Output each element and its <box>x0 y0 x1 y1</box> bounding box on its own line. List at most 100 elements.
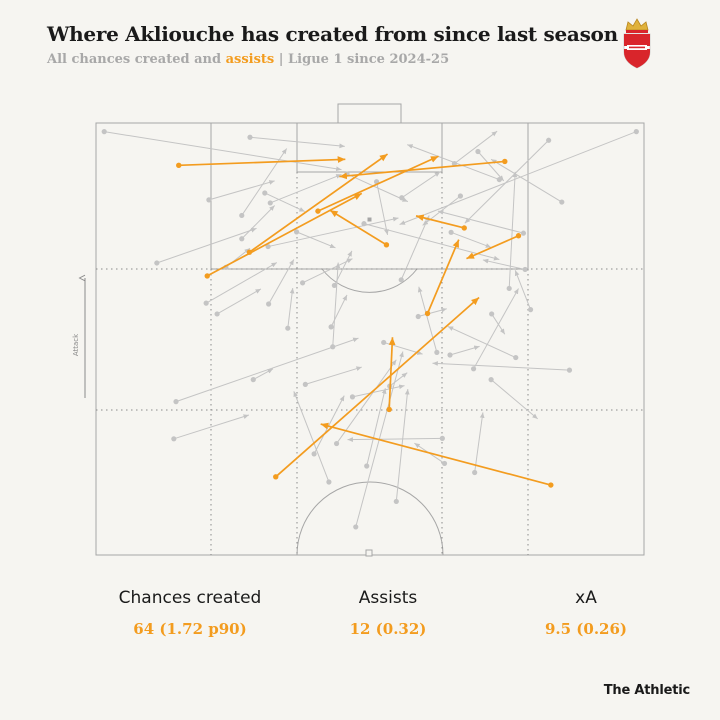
assist-line <box>415 214 465 229</box>
stat-label: Chances created <box>118 588 262 608</box>
chance-line <box>313 395 345 455</box>
chance-origin-point <box>434 349 440 355</box>
assist-8 <box>424 239 460 317</box>
chance-59 <box>206 180 275 203</box>
chance-line <box>514 270 532 310</box>
chance-line <box>296 231 336 249</box>
chance-4 <box>398 215 430 283</box>
chance-origin-point <box>506 285 512 292</box>
chance-line <box>389 372 408 387</box>
chance-2 <box>239 148 288 219</box>
assist-line <box>320 422 552 486</box>
chance-41 <box>330 262 341 350</box>
chance-origin-point <box>293 229 300 235</box>
chance-50 <box>482 258 528 273</box>
chance-origin-point <box>633 129 639 135</box>
chance-origin-point <box>250 377 256 383</box>
chance-origin-point <box>439 435 445 441</box>
chance-origin-point <box>349 394 356 400</box>
chance-line <box>449 345 480 356</box>
stat-value: 12 (0.32) <box>349 620 427 638</box>
chance-line <box>454 130 498 165</box>
chance-origin-point <box>513 354 519 361</box>
assist-line <box>466 234 519 260</box>
chance-29 <box>203 262 278 306</box>
chance-origin-point <box>447 352 453 358</box>
chance-12 <box>293 229 336 249</box>
chance-47 <box>432 361 573 373</box>
the-athletic-logo: The Athletic <box>603 683 690 698</box>
assist-line <box>388 337 396 410</box>
chance-line <box>447 326 516 359</box>
chance-45 <box>447 326 519 361</box>
attack-label: Attack <box>72 333 80 356</box>
assist-origin-point <box>502 158 508 165</box>
assist-origin-point <box>461 225 467 231</box>
chance-line <box>332 262 341 347</box>
chart-subtitle: All chances created and assists | Ligue … <box>47 52 449 67</box>
chance-10 <box>399 171 441 201</box>
pitch-markings <box>95 103 645 557</box>
chance-38 <box>364 388 387 469</box>
chance-line <box>432 361 570 371</box>
chance-origin-point <box>333 440 340 447</box>
assist-1 <box>176 156 346 169</box>
chance-line <box>347 437 443 442</box>
assist-2 <box>339 158 508 180</box>
chance-origin-point <box>206 197 212 203</box>
assist-line <box>248 153 389 253</box>
chance-origin-point <box>448 229 454 235</box>
chance-origin-point <box>559 199 565 205</box>
chance-line <box>363 223 500 261</box>
chance-49 <box>414 442 448 467</box>
chance-line <box>270 173 342 204</box>
chance-line <box>407 144 500 181</box>
chance-origin-point <box>470 366 477 372</box>
chance-line <box>241 148 288 216</box>
chance-origin-point <box>311 451 317 457</box>
chance-15 <box>490 158 565 205</box>
chance-30 <box>475 148 505 182</box>
chance-origin-point <box>415 313 421 320</box>
chance-origin-point <box>522 266 528 273</box>
chance-20 <box>239 205 276 242</box>
chance-11 <box>266 259 295 307</box>
chance-line <box>464 139 549 224</box>
chance-line <box>450 231 492 248</box>
chance-origin-point <box>527 307 534 313</box>
chart-title: Where Akliouche has created from since l… <box>47 22 618 46</box>
assist-line <box>317 155 439 212</box>
chance-line <box>346 173 409 203</box>
chance-51 <box>154 227 257 266</box>
chance-origin-point <box>381 339 387 346</box>
chance-16 <box>437 210 527 236</box>
chance-origin-point <box>393 498 399 505</box>
assist-line <box>206 192 363 277</box>
chance-line <box>474 412 485 473</box>
center-spot <box>365 549 373 557</box>
chance-53 <box>415 307 447 320</box>
chance-origin-point <box>331 282 337 289</box>
chance-57 <box>464 137 552 224</box>
chance-line <box>156 227 257 264</box>
assist-origin-point <box>548 482 554 488</box>
chance-line <box>366 388 387 467</box>
chance-line <box>208 180 275 201</box>
chance-origin-point <box>566 367 573 373</box>
chance-line <box>104 131 342 172</box>
chance-44 <box>488 377 539 420</box>
chance-line <box>482 258 526 270</box>
assist-origin-point <box>424 310 431 317</box>
chance-14 <box>506 171 518 292</box>
assist-line <box>275 296 480 478</box>
chance-24 <box>489 311 506 335</box>
chance-origin-point <box>285 325 291 331</box>
chance-origin-point <box>214 311 220 317</box>
chance-1 <box>451 130 498 167</box>
assist-line <box>329 209 387 246</box>
chance-origin-point <box>267 200 273 206</box>
assist-3 <box>246 153 389 255</box>
stat-value: 64 (1.72 p90) <box>133 620 247 638</box>
stat-label: xA <box>575 588 597 608</box>
